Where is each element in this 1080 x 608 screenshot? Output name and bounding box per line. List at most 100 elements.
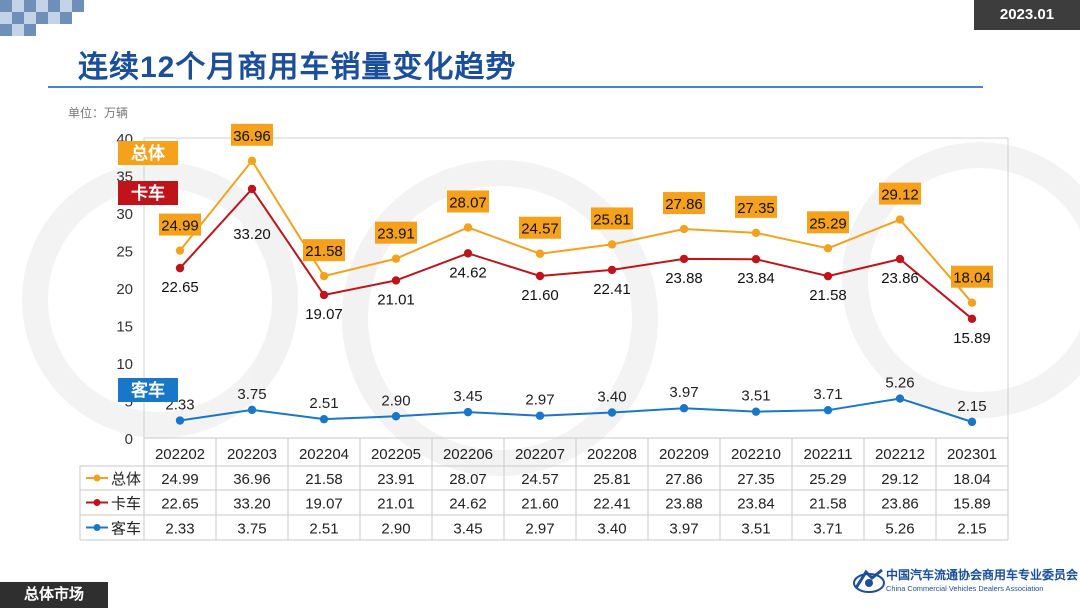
data-label-bus: 3.75: [237, 386, 266, 403]
marker-truck: [679, 254, 689, 264]
table-cell-bus: 3.71: [813, 521, 842, 538]
table-cell-total: 24.99: [161, 471, 199, 488]
marker-total: [535, 249, 545, 258]
table-cell-bus: 5.26: [885, 521, 914, 538]
data-label-box-total: [447, 190, 489, 213]
legend-box-bus: [118, 378, 178, 402]
data-label-truck: 21.60: [521, 287, 559, 304]
data-label-truck: 21.58: [809, 287, 847, 304]
data-label-truck: 15.89: [953, 330, 991, 347]
x-tick-label: 202205: [371, 446, 421, 463]
data-label-bus: 2.90: [381, 392, 410, 409]
legend-box-truck: [118, 181, 178, 205]
association-logo-icon: [853, 568, 885, 593]
data-label-total: 36.96: [233, 128, 271, 145]
data-label-box-total: [375, 221, 417, 244]
data-label-truck: 21.01: [377, 291, 415, 308]
table-cell-bus: 2.51: [309, 521, 338, 538]
data-label-total: 24.57: [521, 221, 559, 238]
marker-total: [391, 254, 401, 263]
legend-label-bus: 客车: [130, 380, 165, 400]
page-title: 连续12个月商用车销量变化趋势: [78, 51, 517, 84]
marker-bus: [967, 417, 977, 427]
y-tick-label: 20: [116, 281, 133, 298]
data-label-box-total: [231, 123, 273, 146]
marker-bus: [319, 414, 329, 424]
table-cell-bus: 3.97: [669, 521, 698, 538]
table-cell-truck: 23.84: [737, 496, 775, 513]
table-cell-truck: 24.62: [449, 496, 487, 513]
data-label-truck: 24.62: [449, 264, 487, 281]
date-badge: 2023.01: [974, 0, 1080, 30]
marker-bus: [247, 405, 257, 415]
checker-pattern: [0, 0, 84, 36]
marker-total: [823, 244, 833, 253]
table-cell-truck: 23.86: [881, 496, 919, 513]
data-label-truck: 22.41: [593, 281, 631, 298]
marker-truck: [463, 249, 473, 258]
data-label-box-total: [519, 216, 561, 239]
association-name-en: China Commercial Vehicles Dealers Associ…: [886, 584, 1044, 593]
data-label-total: 18.04: [953, 270, 991, 287]
x-tick-label: 202211: [804, 446, 853, 463]
marker-bus: [463, 407, 473, 417]
y-tick-label: 10: [116, 356, 133, 373]
association-name-cn: 中国汽车流通协会商用车专业委员会: [886, 568, 1079, 582]
data-label-box-total: [951, 265, 993, 288]
marker-truck: [247, 184, 257, 194]
marker-truck: [535, 271, 545, 281]
table-cell-total: 23.91: [377, 471, 415, 488]
table-cell-total: 27.86: [665, 471, 703, 488]
table-cell-truck: 21.60: [521, 496, 559, 513]
table-cell-bus: 2.33: [165, 521, 194, 538]
data-label-total: 28.07: [449, 194, 487, 211]
table-cell-total: 29.12: [881, 471, 919, 488]
watermark: [22, 142, 1080, 476]
data-label-total: 24.99: [161, 218, 199, 235]
data-label-total: 29.12: [881, 187, 919, 204]
x-tick-label: 202206: [443, 446, 493, 463]
marker-total: [319, 271, 329, 281]
y-tick-label: 25: [116, 244, 133, 261]
data-label-truck: 22.65: [161, 279, 199, 296]
data-label-total: 25.81: [593, 211, 631, 228]
y-tick-label: 30: [116, 206, 133, 223]
x-tick-label: 202204: [299, 446, 349, 463]
legend-label-truck: 卡车: [131, 183, 165, 203]
marker-bus: [175, 416, 185, 425]
marker-bus: [679, 404, 689, 413]
marker-bus: [607, 408, 617, 417]
table-cell-total: 21.58: [305, 471, 343, 488]
table-cell-bus: 2.15: [957, 521, 986, 538]
marker-total: [679, 224, 689, 234]
data-label-box-total: [663, 192, 705, 215]
x-tick-label: 202202: [155, 446, 205, 463]
table-row-label-truck: 卡车: [111, 496, 141, 513]
unit-label: 单位：万辆: [68, 106, 129, 120]
table-cell-bus: 3.75: [237, 521, 266, 538]
table-cell-truck: 21.58: [809, 496, 847, 513]
legend-box-total: [118, 141, 178, 165]
data-label-bus: 5.26: [885, 375, 914, 392]
marker-bus: [535, 411, 545, 420]
data-label-bus: 3.51: [741, 388, 770, 405]
data-label-truck: 23.86: [881, 270, 919, 287]
table-cell-total: 24.57: [521, 471, 559, 488]
table-cell-bus: 3.40: [597, 521, 626, 538]
data-label-box-total: [735, 195, 777, 218]
marker-bus: [823, 405, 833, 415]
data-label-bus: 3.71: [813, 386, 842, 403]
data-label-bus: 2.51: [309, 395, 338, 412]
marker-truck: [751, 255, 761, 264]
data-label-total: 27.86: [665, 196, 703, 213]
table-cell-truck: 33.20: [233, 496, 271, 513]
marker-truck: [319, 290, 329, 300]
data-label-box-total: [159, 213, 201, 236]
data-label-box-total: [303, 239, 345, 262]
data-label-total: 23.91: [377, 226, 415, 243]
data-label-bus: 2.97: [525, 392, 554, 409]
marker-total: [967, 298, 977, 307]
marker-total: [463, 223, 473, 232]
table-cell-bus: 3.51: [741, 521, 770, 538]
table-cell-bus: 2.90: [381, 521, 410, 538]
